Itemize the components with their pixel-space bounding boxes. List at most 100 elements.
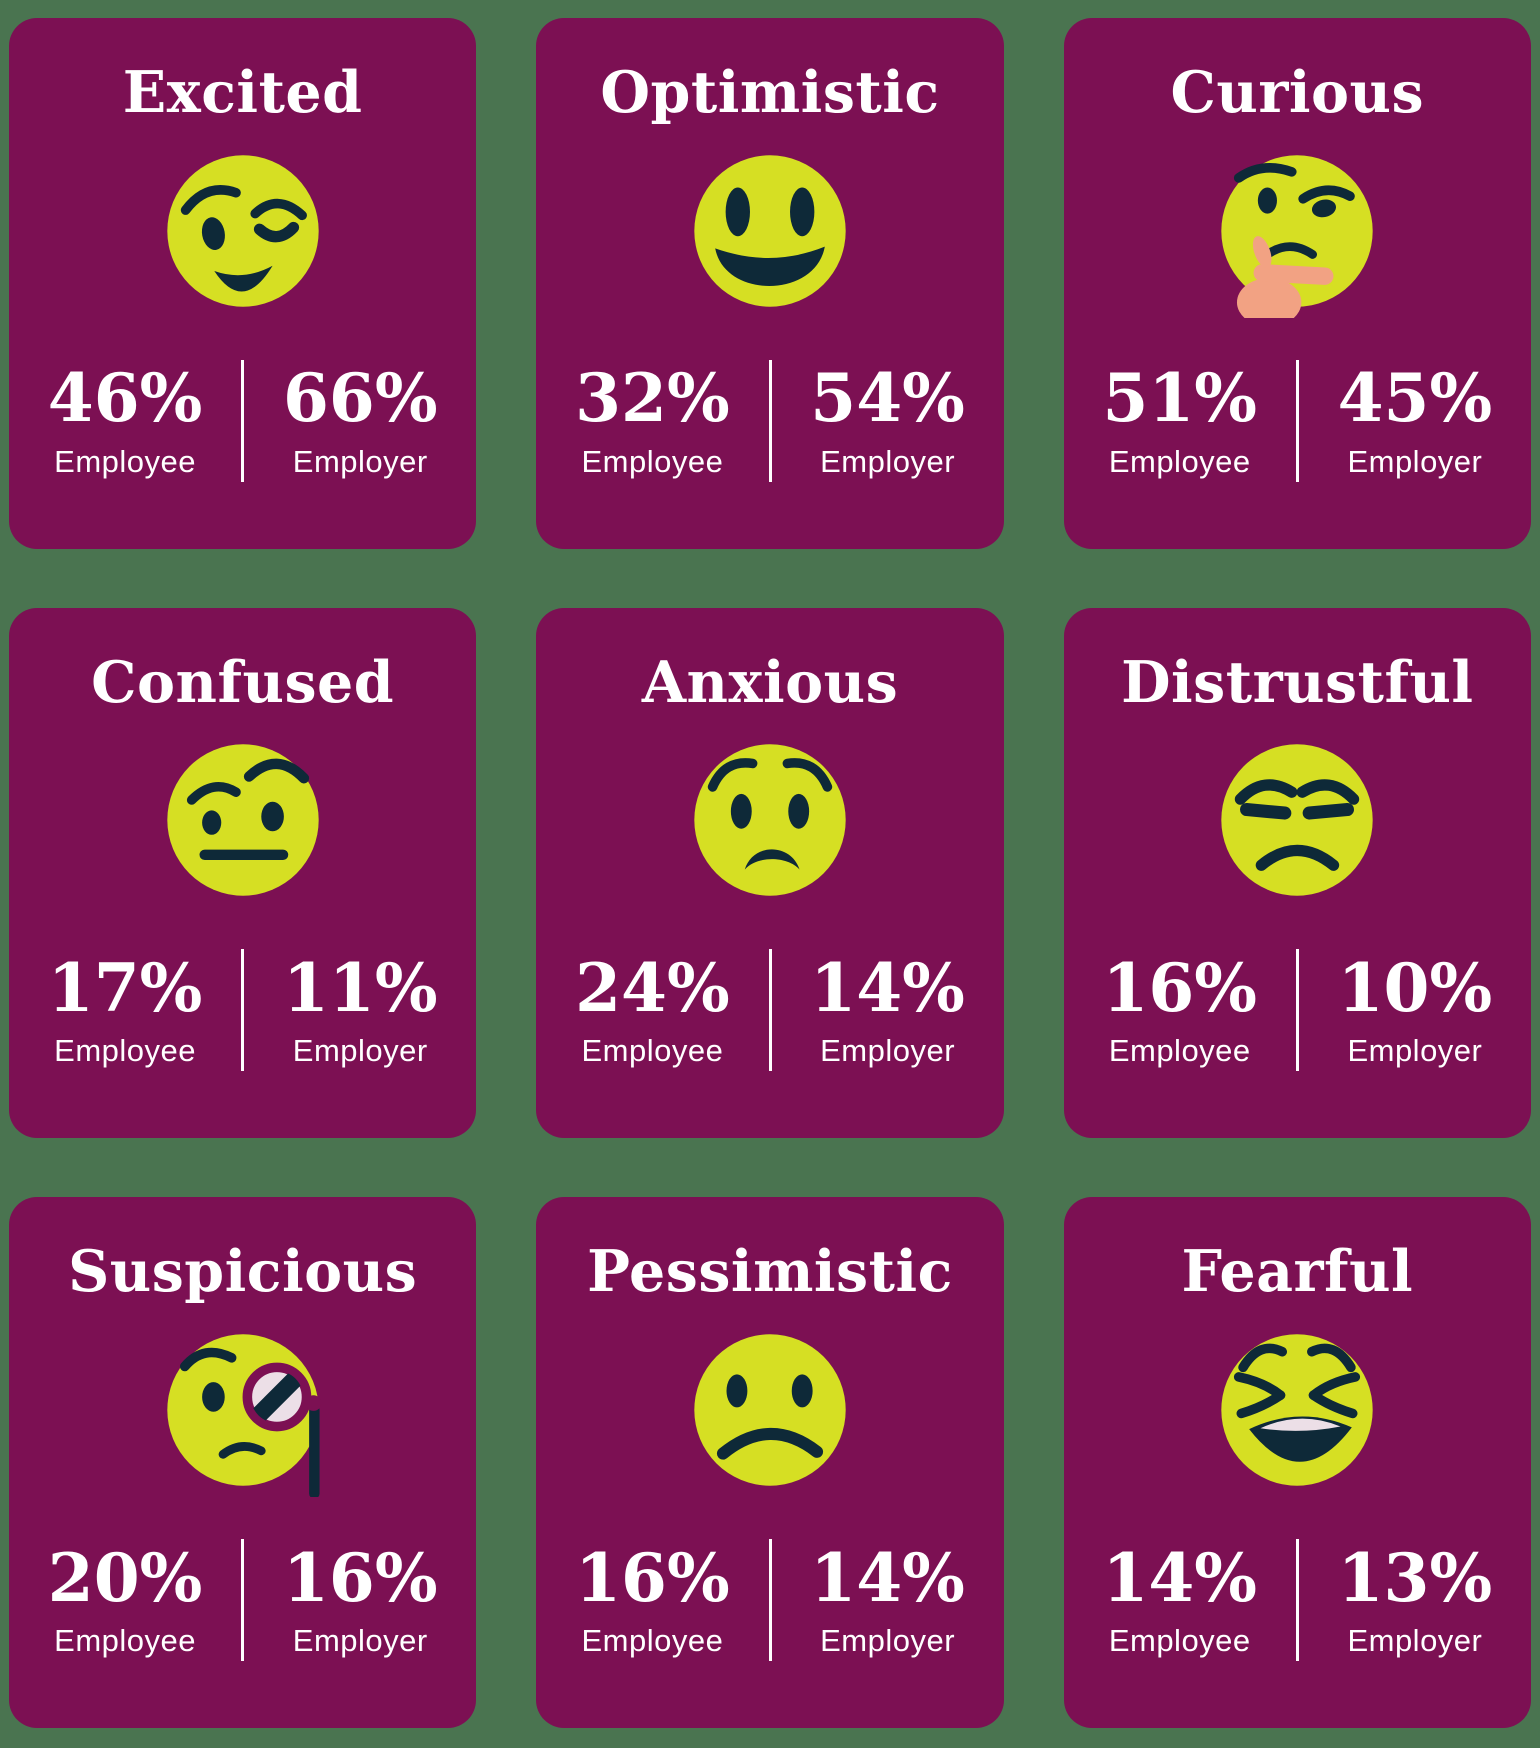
face-with-monocle-icon: [166, 1334, 321, 1497]
emotion-title: Pessimistic: [587, 1238, 953, 1306]
employer-label: Employer: [292, 1033, 428, 1069]
emotion-card-fearful: Fearful 14% Employee: [1063, 1197, 1531, 1728]
employer-percentage: 16%: [282, 1538, 438, 1617]
worried-face-icon: [694, 744, 846, 896]
weary-face-icon: [1221, 1334, 1374, 1486]
employee-label: Employee: [54, 1033, 197, 1069]
employer-percentage: 14%: [810, 948, 965, 1027]
employer-label: Employer: [1347, 1033, 1483, 1069]
employer-label: Employer: [1347, 443, 1483, 479]
employee-percentage: 51%: [1102, 359, 1258, 438]
stat-divider: [1295, 1538, 1299, 1661]
emotion-title: Confused: [91, 648, 395, 716]
employee-label: Employee: [581, 1623, 724, 1659]
employer-percentage: 13%: [1337, 1538, 1493, 1617]
emotion-card-suspicious: Suspicious 20% Employee: [9, 1197, 477, 1728]
employer-stat: 11% Employer: [244, 952, 476, 1069]
employee-percentage: 17%: [47, 948, 203, 1027]
employee-stat: 16% Employee: [536, 1538, 768, 1659]
employee-label: Employee: [581, 443, 724, 479]
weary-face-icon: [1210, 1323, 1384, 1497]
emotion-card-optimistic: Optimistic 32% Employee 54% Employer: [536, 18, 1004, 549]
employee-label: Employee: [1108, 1033, 1251, 1069]
emotion-card-confused: Confused 17% Employee 11% Employe: [9, 607, 477, 1139]
employer-percentage: 66%: [282, 359, 438, 438]
stats-row: 32% Employee 54% Employer: [536, 359, 1004, 482]
employer-percentage: 10%: [1337, 948, 1493, 1027]
emotion-title: Fearful: [1181, 1238, 1414, 1306]
stat-divider: [241, 1538, 245, 1661]
emotion-title: Curious: [1170, 59, 1425, 126]
employer-label: Employer: [292, 443, 428, 479]
employee-stat: 51% Employee: [1064, 362, 1296, 479]
stats-row: 20% Employee 16% Employer: [9, 1538, 476, 1661]
employer-stat: 45% Employer: [1299, 362, 1531, 479]
employee-label: Employee: [581, 1033, 724, 1069]
stats-row: 16% Employee 10% Employer: [1064, 949, 1531, 1072]
employee-percentage: 14%: [1102, 1538, 1258, 1617]
grinning-face-icon: [694, 154, 846, 307]
stat-divider: [241, 949, 245, 1072]
employee-stat: 32% Employee: [536, 362, 768, 479]
employee-percentage: 46%: [47, 359, 203, 438]
grinning-face-icon: [683, 144, 857, 318]
unamused-face-icon: [1210, 733, 1384, 907]
employer-label: Employer: [292, 1623, 428, 1659]
emotion-title: Anxious: [641, 648, 899, 716]
face-with-monocle-icon: [156, 1323, 330, 1497]
stat-divider: [768, 1538, 772, 1661]
employee-label: Employee: [1108, 1623, 1251, 1659]
employee-percentage: 16%: [1102, 948, 1258, 1027]
stats-row: 24% Employee 14% Employer: [536, 949, 1004, 1072]
employer-label: Employer: [820, 1623, 956, 1659]
employer-label: Employer: [820, 1033, 956, 1069]
employer-stat: 16% Employer: [244, 1538, 476, 1659]
employee-percentage: 20%: [47, 1538, 203, 1617]
thinking-face-icon: [1210, 144, 1384, 318]
employee-percentage: 16%: [575, 1538, 730, 1617]
employer-stat: 13% Employer: [1299, 1538, 1531, 1659]
stat-divider: [768, 359, 772, 482]
thinking-face-icon: [1221, 154, 1374, 318]
employer-percentage: 14%: [810, 1538, 965, 1617]
stat-divider: [1295, 949, 1299, 1072]
face-with-raised-eyebrow-icon: [156, 733, 330, 907]
stats-row: 46% Employee 66% Employer: [9, 359, 476, 482]
stats-row: 17% Employee 11% Employer: [9, 949, 476, 1072]
emotion-title: Distrustful: [1121, 648, 1474, 716]
employee-stat: 46% Employee: [9, 362, 241, 479]
employee-stat: 24% Employee: [536, 952, 768, 1069]
employer-percentage: 45%: [1337, 359, 1493, 438]
employer-stat: 14% Employer: [772, 952, 1004, 1069]
emotion-card-pessimistic: Pessimistic 16% Employee 14% Employer: [536, 1197, 1004, 1728]
winking-face-icon: [166, 154, 319, 307]
employer-label: Employer: [1347, 1623, 1483, 1659]
stats-row: 16% Employee 14% Employer: [536, 1538, 1004, 1661]
face-with-raised-eyebrow-icon: [166, 744, 319, 896]
emotion-card-curious: Curious 51% Employee: [1063, 18, 1531, 549]
emotion-card-distrustful: Distrustful 16% Employee 10%: [1063, 607, 1531, 1139]
winking-face-icon: [156, 144, 330, 318]
emotion-card-excited: Excited 46% Employee 66% Employer: [9, 18, 477, 549]
employee-percentage: 32%: [575, 359, 730, 438]
employer-stat: 10% Employer: [1299, 952, 1531, 1069]
employee-stat: 17% Employee: [9, 952, 241, 1069]
employer-stat: 54% Employer: [772, 362, 1004, 479]
emotion-title: Optimistic: [600, 59, 940, 126]
employee-label: Employee: [54, 443, 197, 479]
employee-label: Employee: [54, 1623, 197, 1659]
unamused-face-icon: [1221, 744, 1374, 896]
emotion-title: Excited: [122, 59, 363, 126]
employer-stat: 14% Employer: [772, 1538, 1004, 1659]
employer-label: Employer: [820, 443, 956, 479]
emotion-card-anxious: Anxious 24% Employee 14% Employer: [536, 607, 1004, 1139]
frowning-face-icon: [694, 1334, 846, 1486]
employee-label: Employee: [1108, 443, 1251, 479]
employer-percentage: 54%: [810, 359, 965, 438]
stats-row: 51% Employee 45% Employer: [1064, 359, 1531, 482]
employer-stat: 66% Employer: [244, 362, 476, 479]
stat-divider: [241, 359, 245, 482]
employee-stat: 16% Employee: [1064, 952, 1296, 1069]
stat-divider: [1295, 359, 1299, 482]
